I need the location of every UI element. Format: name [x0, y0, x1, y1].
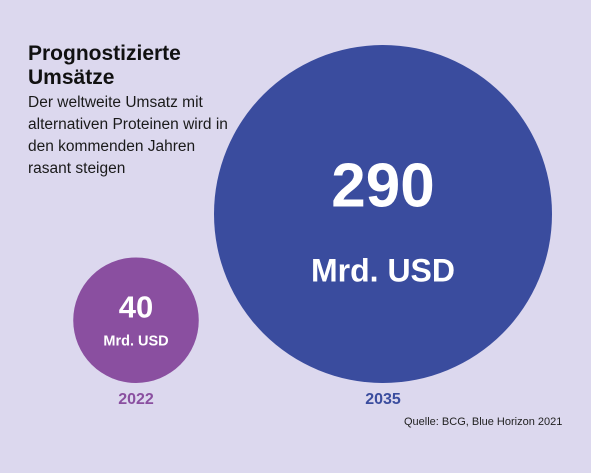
value-label-2022: 40 — [119, 289, 153, 324]
source-note: Quelle: BCG, Blue Horizon 2021 — [404, 416, 563, 428]
year-label-2035: 2035 — [365, 391, 401, 408]
chart-title: Prognostizierte Umsätze — [28, 42, 181, 90]
bubble-2022 — [73, 257, 199, 384]
bubble-2035 — [214, 45, 552, 383]
unit-label-2035: Mrd. USD — [311, 253, 455, 289]
unit-label-2022: Mrd. USD — [103, 333, 168, 349]
chart-subtitle: Der weltweite Umsatz mit alternativen Pr… — [28, 94, 228, 177]
chart-title-line-2: Umsätze — [28, 66, 115, 89]
year-label-2022: 2022 — [118, 391, 154, 408]
chart-title-line-1: Prognostizierte — [28, 42, 181, 65]
value-label-2035: 290 — [331, 151, 434, 220]
